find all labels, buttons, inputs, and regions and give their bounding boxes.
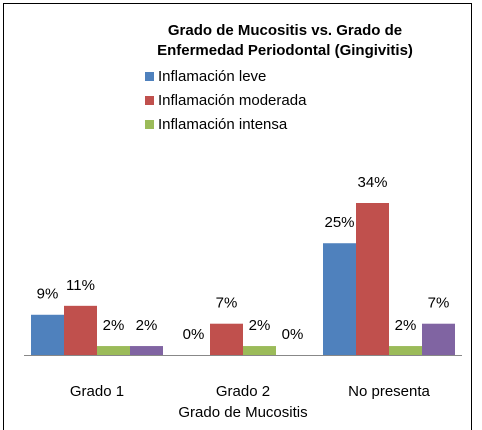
x-tick-label: Grado 2 xyxy=(216,383,270,400)
bar xyxy=(31,314,64,355)
chart-title: Enfermedad Periodontal (Gingivitis) xyxy=(157,42,413,59)
chart-title: Grado de Mucositis vs. Grado de xyxy=(168,22,402,39)
data-label: 2% xyxy=(395,317,417,334)
chart-frame xyxy=(3,3,472,430)
data-label: 0% xyxy=(282,326,304,343)
data-label: 9% xyxy=(37,286,59,303)
bar xyxy=(389,346,422,355)
x-tick-label: Grado 1 xyxy=(70,383,124,400)
bar xyxy=(356,203,389,355)
legend-swatch xyxy=(145,120,154,129)
legend-label: Inflamación intensa xyxy=(158,116,288,133)
data-label: 11% xyxy=(66,277,95,294)
bar xyxy=(130,346,163,355)
bar xyxy=(64,305,97,355)
legend-label: Inflamación leve xyxy=(158,68,266,85)
data-label: 2% xyxy=(136,317,158,334)
legend-swatch xyxy=(145,72,154,81)
data-label: 2% xyxy=(249,317,271,334)
data-label: 7% xyxy=(428,295,450,312)
data-label: 7% xyxy=(216,295,238,312)
legend-swatch xyxy=(145,96,154,105)
bar xyxy=(422,323,455,355)
data-label: 34% xyxy=(357,174,387,191)
bar xyxy=(243,346,276,355)
data-label: 25% xyxy=(324,214,354,231)
x-tick-label: No presenta xyxy=(348,383,430,400)
legend-label: Inflamación moderada xyxy=(158,92,307,109)
data-label: 0% xyxy=(183,326,205,343)
x-axis-title: Grado de Mucositis xyxy=(178,404,307,421)
bar xyxy=(323,243,356,355)
bar xyxy=(97,346,130,355)
bar xyxy=(210,323,243,355)
data-label: 2% xyxy=(103,317,125,334)
